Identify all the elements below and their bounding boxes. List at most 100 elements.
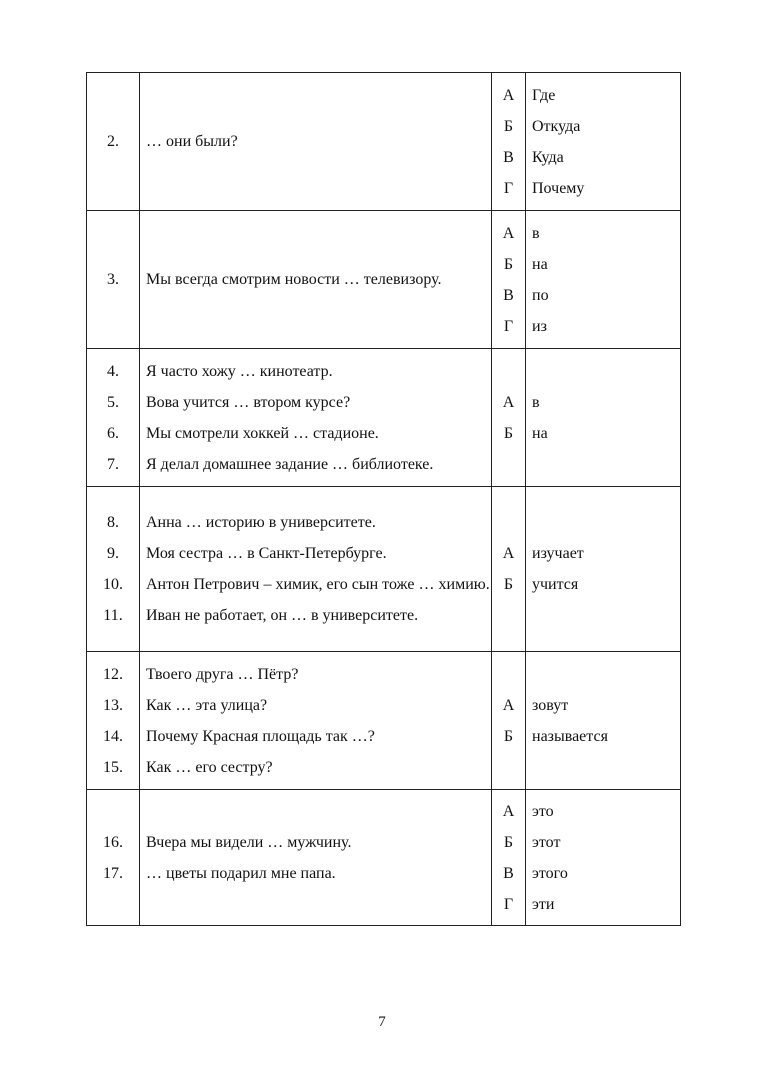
option-text: по [532, 286, 549, 304]
table-row: 4. Я часто хожу … кинотеатр. 5. Вова учится… [87, 349, 680, 487]
option-letter: А [502, 224, 515, 242]
option-letter: Б [503, 255, 514, 273]
exercise-table: 2.… они были? А Б В Г Где Откуда Куда Почему 3. Мы… [86, 72, 681, 926]
question-text: Мы всегда смотрим новости … телевизору. [146, 271, 442, 288]
table-row: 8. Анна … историю в университете. 9. Моя се… [87, 487, 680, 652]
option-answers-cell: Где Откуда Куда Почему [526, 73, 680, 210]
question-item: 11. Иван не работает, он … в университете… [87, 600, 491, 631]
option-letter: Г [503, 895, 514, 913]
option-text: Почему [532, 179, 585, 197]
question-number: 9. [107, 545, 119, 562]
column-divider [139, 652, 140, 789]
question-text: Анна … историю в университете. [146, 514, 376, 531]
option-answers-cell: в на по из [526, 211, 680, 348]
option-text: это [532, 802, 554, 820]
option-text: на [532, 255, 548, 273]
questions-cell: 2. … они были? [87, 73, 491, 210]
question-item: 2. … они были? [87, 126, 491, 157]
question-item: 6. Мы смотрели хоккей … стадионе. [87, 418, 491, 449]
option-text: в [532, 393, 540, 411]
question-number: 14. [103, 727, 123, 745]
question-text: Почему Красная площадь так …? [146, 727, 375, 745]
option-letter: А [502, 86, 515, 104]
option-text: Откуда [532, 117, 581, 135]
table-row: 2. … они были? А Б В Г Где Откуда Куда Почему [87, 73, 680, 211]
question-text: Моя сестра … в Санкт-Петербурге. [146, 545, 387, 562]
question-text: Вова учится … втором курсе? [146, 393, 351, 411]
question-text: Антон Петрович – химик, его сын тоже … х… [146, 576, 490, 593]
option-answers-cell: в на [526, 349, 680, 486]
question-number: 7. [107, 455, 119, 473]
option-text: этот [532, 833, 561, 851]
question-item: 17. … цветы подарил мне папа. [87, 858, 491, 889]
table-row: 12. Твоего друга … Пётр? 13. Как … эта улиц… [87, 652, 680, 790]
question-number: 17. [103, 864, 123, 882]
column-divider [139, 487, 140, 651]
question-item: 8. Анна … историю в университете. [87, 507, 491, 538]
question-number: 10. [103, 576, 123, 593]
option-letter: Б [503, 576, 514, 593]
option-text: из [532, 317, 547, 335]
question-text: Вчера мы видели … мужчину. [146, 833, 352, 851]
option-letter: В [503, 148, 514, 166]
question-item: 12. Твоего друга … Пётр? [87, 659, 491, 690]
question-text: Как … эта улица? [146, 696, 268, 714]
option-letter: В [503, 286, 514, 304]
question-number: 5. [107, 393, 119, 411]
option-letter: Б [503, 117, 514, 135]
option-text: называется [532, 727, 608, 745]
option-letter: А [502, 802, 515, 820]
option-answers-cell: зовут называется [526, 652, 680, 789]
question-item: 13. Как … эта улица? [87, 690, 491, 721]
questions-cell: 16. Вчера мы видели … мужчину. 17. … цветы … [87, 790, 491, 925]
question-text: … они были? [146, 133, 238, 150]
option-letter: А [502, 545, 515, 562]
question-item: 14. Почему Красная площадь так …? [87, 721, 491, 752]
option-letter: Г [503, 179, 514, 197]
question-number: 2. [107, 133, 119, 150]
question-text: Как … его сестру? [146, 758, 273, 776]
question-item: 5. Вова учится … втором курсе? [87, 387, 491, 418]
column-divider [139, 73, 140, 210]
option-answers-cell: это этот этого эти [526, 790, 680, 925]
question-text: Твоего друга … Пётр? [146, 665, 299, 683]
questions-cell: 12. Твоего друга … Пётр? 13. Как … эта улиц… [87, 652, 491, 789]
option-text: учится [532, 576, 579, 593]
question-text: Иван не работает, он … в университете. [146, 607, 419, 624]
question-item: 10. Антон Петрович – химик, его сын тоже … [87, 569, 491, 600]
question-number: 4. [107, 362, 119, 380]
column-divider [139, 790, 140, 925]
question-text: Мы смотрели хоккей … стадионе. [146, 424, 379, 442]
question-number: 11. [103, 607, 123, 624]
option-text: эти [532, 895, 555, 913]
table-row: 16. Вчера мы видели … мужчину. 17. … цветы … [87, 790, 680, 926]
question-item: 3. Мы всегда смотрим новости … телевизору… [87, 264, 491, 295]
option-letter: В [503, 864, 514, 882]
question-number: 13. [103, 696, 123, 714]
page-number: 7 [378, 1014, 386, 1030]
option-text: Где [532, 86, 556, 104]
option-letter: Б [503, 833, 514, 851]
question-number: 16. [103, 833, 123, 851]
option-text: изучает [532, 545, 584, 562]
question-item: 16. Вчера мы видели … мужчину. [87, 827, 491, 858]
question-item: 9. Моя сестра … в Санкт-Петербурге. [87, 538, 491, 569]
column-divider [139, 349, 140, 486]
option-letter: Б [503, 424, 514, 442]
questions-cell: 8. Анна … историю в университете. 9. Моя се… [87, 487, 491, 651]
question-item: 15. Как … его сестру? [87, 752, 491, 783]
question-number: 8. [107, 514, 119, 531]
questions-cell: 4. Я часто хожу … кинотеатр. 5. Вова учится… [87, 349, 491, 486]
question-number: 6. [107, 424, 119, 442]
question-number: 15. [103, 758, 123, 776]
table-row: 3. Мы всегда смотрим новости … телевизору… [87, 211, 680, 349]
question-text: Я делал домашнее задание … библиотеке. [146, 455, 434, 473]
question-text: Я часто хожу … кинотеатр. [146, 362, 333, 380]
question-text: … цветы подарил мне папа. [146, 864, 336, 882]
option-text: этого [532, 864, 568, 882]
